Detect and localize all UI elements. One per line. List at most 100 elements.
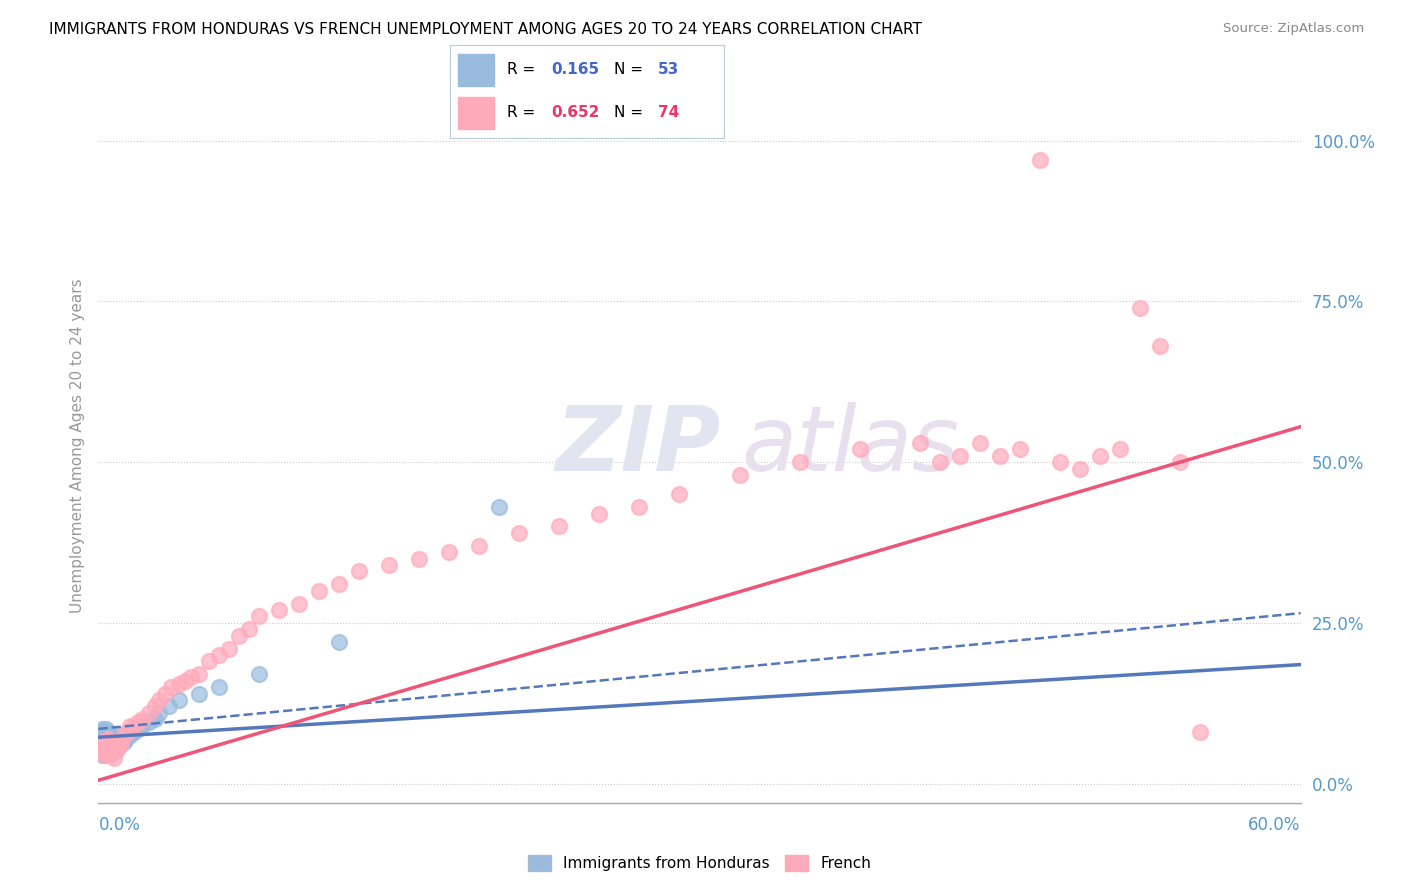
Point	[105, 741, 128, 756]
Point	[1170, 455, 1192, 469]
Point	[114, 728, 136, 742]
Point	[138, 706, 160, 720]
Point	[101, 735, 124, 749]
Point	[93, 747, 115, 762]
Text: IMMIGRANTS FROM HONDURAS VS FRENCH UNEMPLOYMENT AMONG AGES 20 TO 24 YEARS CORREL: IMMIGRANTS FROM HONDURAS VS FRENCH UNEMP…	[49, 22, 922, 37]
Text: 74: 74	[658, 105, 679, 120]
Text: N =: N =	[614, 62, 648, 78]
Point	[228, 629, 250, 643]
Point	[93, 725, 115, 739]
Point	[247, 667, 270, 681]
Point	[110, 738, 132, 752]
Point	[107, 731, 129, 746]
Point	[107, 735, 129, 749]
Legend: Immigrants from Honduras, French: Immigrants from Honduras, French	[522, 849, 877, 877]
Text: 0.165: 0.165	[551, 62, 599, 78]
Point	[91, 722, 114, 736]
Point	[107, 738, 129, 752]
Point	[167, 693, 190, 707]
Point	[101, 738, 124, 752]
Point	[96, 744, 118, 758]
Point	[97, 731, 120, 746]
Point	[143, 712, 166, 726]
Point	[929, 455, 952, 469]
Point	[100, 738, 122, 752]
Point	[97, 741, 120, 756]
Point	[148, 706, 170, 720]
Point	[101, 744, 124, 758]
Text: 0.0%: 0.0%	[98, 816, 141, 834]
Point	[120, 719, 142, 733]
Point	[267, 603, 290, 617]
Point	[124, 719, 146, 733]
Point	[328, 577, 350, 591]
Point	[208, 648, 231, 662]
Point	[97, 725, 120, 739]
Point	[97, 744, 120, 758]
Point	[949, 449, 972, 463]
Text: Source: ZipAtlas.com: Source: ZipAtlas.com	[1223, 22, 1364, 36]
Point	[115, 731, 138, 746]
Point	[308, 583, 330, 598]
Point	[100, 728, 122, 742]
Point	[89, 725, 111, 739]
Text: R =: R =	[508, 62, 541, 78]
Point	[89, 731, 111, 746]
Point	[1129, 301, 1152, 315]
Point	[908, 435, 931, 450]
Point	[103, 738, 125, 752]
Point	[1010, 442, 1032, 457]
Point	[208, 680, 231, 694]
Point	[789, 455, 811, 469]
Point	[91, 735, 114, 749]
Point	[128, 715, 150, 730]
Point	[849, 442, 872, 457]
Point	[103, 741, 125, 756]
Point	[378, 558, 401, 572]
Point	[103, 731, 125, 746]
Point	[1109, 442, 1132, 457]
Point	[96, 735, 118, 749]
Point	[187, 667, 209, 681]
Point	[117, 725, 139, 739]
Point	[93, 738, 115, 752]
Point	[143, 699, 166, 714]
Point	[93, 738, 115, 752]
Point	[1149, 339, 1171, 353]
Point	[508, 525, 530, 540]
Point	[91, 747, 114, 762]
Point	[347, 565, 370, 579]
Point	[105, 735, 128, 749]
Point	[91, 741, 114, 756]
Point	[107, 741, 129, 756]
Point	[969, 435, 991, 450]
Text: 60.0%: 60.0%	[1249, 816, 1301, 834]
Point	[89, 741, 111, 756]
Point	[288, 597, 311, 611]
Point	[153, 686, 176, 700]
Point	[105, 744, 128, 758]
Point	[238, 622, 260, 636]
Point	[96, 722, 118, 736]
Point	[1069, 461, 1091, 475]
Point	[110, 735, 132, 749]
Point	[101, 731, 124, 746]
Point	[93, 731, 115, 746]
Point	[103, 751, 125, 765]
Point	[96, 735, 118, 749]
Point	[148, 693, 170, 707]
Point	[91, 728, 114, 742]
Text: atlas: atlas	[741, 402, 959, 490]
Point	[180, 670, 202, 684]
Point	[97, 731, 120, 746]
Point	[89, 738, 111, 752]
Point	[110, 728, 132, 742]
Point	[187, 686, 209, 700]
Point	[1049, 455, 1071, 469]
Point	[100, 741, 122, 756]
Point	[120, 728, 142, 742]
Point	[114, 735, 136, 749]
Point	[197, 654, 219, 668]
Text: 0.652: 0.652	[551, 105, 600, 120]
Point	[1189, 725, 1212, 739]
